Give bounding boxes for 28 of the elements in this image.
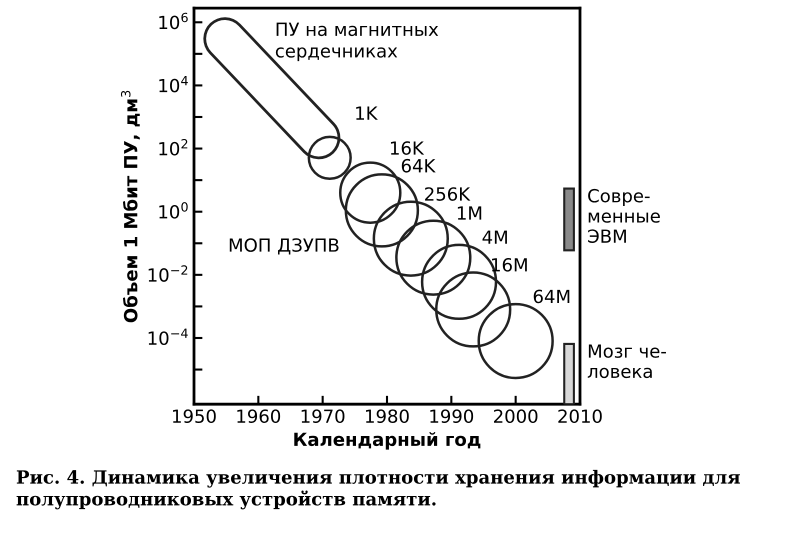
x-tick-label: 1950 bbox=[173, 409, 216, 424]
y-tick-label: 10$^{−4}$ bbox=[148, 328, 188, 345]
x-tick-label: 2010 bbox=[558, 409, 602, 424]
series-label: Мозг че- ловека bbox=[588, 344, 666, 378]
annotation: 1M bbox=[458, 206, 482, 220]
x-tick-label: 2000 bbox=[494, 409, 538, 424]
y-tick-label: 10$^{6}$ bbox=[159, 12, 188, 30]
annotation: 4M bbox=[482, 230, 507, 244]
annotation: 64K bbox=[402, 158, 436, 173]
annotation: 1K bbox=[356, 106, 378, 120]
x-tick-label: 1980 bbox=[366, 409, 409, 424]
y-tick-label: 10$^{2}$ bbox=[159, 138, 188, 156]
x-tick-label: 1990 bbox=[430, 409, 474, 424]
y-tick-label: 10$^{−2}$ bbox=[148, 265, 188, 282]
series-label: Совре- менные ЭВМ bbox=[588, 188, 660, 243]
annotation: 64M bbox=[534, 290, 570, 304]
x-tick-label: 1960 bbox=[237, 409, 280, 424]
annotation: 16M bbox=[492, 258, 527, 272]
x-axis-title: Календарный год bbox=[294, 432, 480, 450]
series-label: МОП ДЗУПВ bbox=[230, 238, 339, 254]
text: Рис. 4. Динамика увеличения плотности хранения информации для полупроводниковых устройств памяти. bbox=[16, 470, 740, 510]
annotation: 16K bbox=[390, 141, 424, 155]
y-axis-title: Объем 1 Мбит ПУ, дм$^{3}$ bbox=[120, 90, 140, 322]
series-label: ПУ на магнитных сердечниках bbox=[276, 22, 438, 62]
y-tick-label: 10$^{4}$ bbox=[159, 76, 188, 92]
x-tick-label: 1970 bbox=[302, 409, 344, 424]
annotation: 256K bbox=[425, 187, 470, 201]
y-tick-label: 10$^{0}$ bbox=[159, 202, 188, 219]
